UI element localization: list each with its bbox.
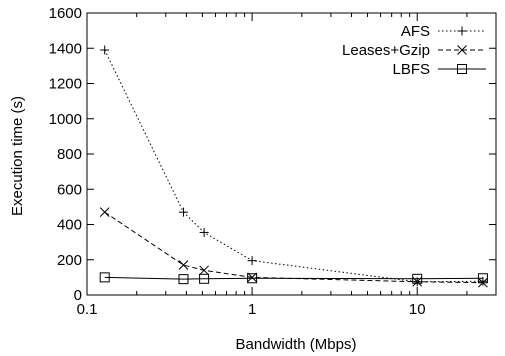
y-tick-label: 0	[74, 287, 82, 304]
data-point-leases-gzip	[99, 207, 110, 218]
x-tick-label: 10	[409, 301, 426, 318]
y-axis-label: Execution time (s)	[9, 96, 26, 216]
data-point-lbfs	[99, 272, 110, 283]
y-tick-label: 1200	[49, 76, 82, 93]
data-point-leases-gzip	[178, 260, 189, 270]
legend: AFS Leases+Gzip LBFS	[342, 23, 486, 78]
data-point-lbfs	[477, 273, 488, 284]
series-afs	[100, 45, 488, 287]
legend-label: LBFS	[392, 61, 430, 78]
data-point-afs	[178, 207, 188, 217]
y-tick-label: 1600	[49, 5, 82, 22]
legend-item-lbfs: LBFS	[392, 61, 486, 78]
data-point-afs	[247, 256, 257, 266]
series-lbfs	[99, 272, 488, 285]
y-tick-label: 1400	[49, 40, 82, 57]
x-tick-label: 0.1	[77, 301, 98, 318]
y-tick-label: 400	[57, 217, 82, 234]
y-tick-label: 800	[57, 146, 82, 163]
series-leases-gzip	[99, 207, 488, 288]
legend-item-afs: AFS	[401, 23, 486, 40]
legend-label: Leases+Gzip	[342, 42, 430, 59]
data-point-lbfs	[247, 273, 258, 284]
y-tick-label: 600	[57, 181, 82, 198]
data-point-afs	[199, 227, 209, 237]
series-line-leases-gzip	[104, 211, 483, 284]
plot-frame	[86, 12, 497, 296]
legend-swatch-marker	[457, 64, 467, 74]
data-point-leases-gzip	[199, 265, 209, 276]
legend-item-leases-gzip: Leases+Gzip	[342, 42, 486, 59]
data-point-afs	[100, 45, 110, 55]
legend-swatch-marker	[457, 26, 467, 36]
plot-border	[86, 12, 497, 296]
legend-swatch-marker	[457, 45, 467, 55]
series-line-afs	[104, 49, 483, 283]
axis-ticks: 0 200 400 600 800 1000 1200 1400 1600 0.1 1 10	[49, 5, 496, 318]
x-tick-label: 1	[248, 301, 256, 318]
data-point-lbfs	[178, 274, 189, 285]
series-group	[99, 45, 488, 288]
data-point-lbfs	[412, 273, 423, 284]
x-axis-label: Bandwidth (Mbps)	[236, 336, 357, 353]
y-tick-label: 200	[57, 252, 82, 269]
series-line-lbfs	[104, 276, 483, 280]
legend-label: AFS	[401, 23, 430, 40]
data-point-leases-gzip	[247, 272, 257, 283]
data-point-lbfs	[199, 273, 210, 284]
y-tick-label: 1000	[49, 111, 82, 128]
